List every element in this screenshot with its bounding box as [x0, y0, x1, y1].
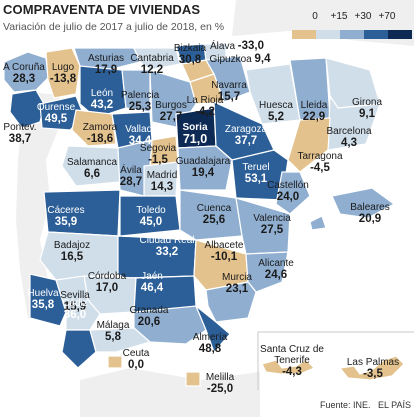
province-ceuta: [107, 355, 123, 369]
legend-break-0: 0: [312, 11, 318, 22]
label-albacete: Albacete -10,1: [204, 240, 244, 263]
canary-inset-frame: [257, 331, 414, 390]
label-badajoz: Badajoz 16,5: [53, 240, 91, 263]
label-zaragoza: Zaragoza 37,7: [224, 124, 268, 147]
legend-swatch-30-70: [364, 30, 388, 39]
label-las-palmas: Las Palmas -3,5: [346, 357, 400, 380]
label-leon: León 43,2: [90, 88, 114, 111]
label-murcia: Murcia 23,1: [221, 272, 253, 295]
label-caceres: Cáceres 35,9: [47, 205, 85, 228]
label-cadiz: Cádiz 36,0: [62, 298, 88, 321]
province-huesca: [245, 63, 301, 125]
label-madrid: Madrid 14,3: [146, 170, 178, 193]
legend-break-30: +30: [354, 11, 372, 22]
legend: 0 +15 +30 +70: [292, 11, 412, 41]
legend-swatch-0-15: [316, 30, 340, 39]
province-a-coruna: [3, 51, 49, 93]
province-sevilla: [55, 275, 101, 331]
province-castellon: [275, 171, 311, 215]
label-a-coruna: A Coruña 28,3: [3, 62, 45, 85]
province-navarra: [205, 55, 251, 103]
label-alava: Álava -33,0: [209, 40, 265, 52]
label-melilla: Melilla -25,0: [205, 372, 235, 395]
label-gipuzkoa: Gipuzkoa 9,4: [209, 53, 271, 65]
label-almeria: Almería 48,8: [192, 332, 228, 355]
label-ceuta: Ceuta 0,0: [122, 348, 150, 371]
province-cadiz: [61, 329, 97, 369]
province-salamanca: [61, 145, 121, 187]
label-bizkaia: Bizkaia 30,8: [173, 43, 207, 66]
label-avila: Ávila 28,7: [119, 165, 143, 188]
label-navarra: Navarra 15,7: [211, 80, 247, 103]
legend-swatch-negative: [292, 30, 316, 39]
label-valencia: Valencia 27,5: [253, 213, 291, 236]
province-santa-cruz-de-tenerife: [261, 359, 316, 375]
label-cuenca: Cuenca 25,6: [196, 203, 232, 226]
map-title: COMPRAVENTA DE VIVIENDAS: [3, 2, 201, 17]
africa-land: [80, 368, 260, 417]
province-asturias: [73, 47, 141, 73]
label-barcelona: Barcelona 4,3: [326, 126, 372, 149]
label-castellon: Castellón 24,0: [267, 180, 309, 203]
label-la-rioja: La Rioja -4,2: [186, 95, 224, 118]
portugal-land: [16, 92, 60, 322]
province-pontevedra: [9, 89, 45, 129]
province-zamora: [71, 109, 117, 147]
label-teruel: Teruel 53,1: [242, 162, 270, 185]
province-leon: [79, 65, 127, 119]
province-baleares: [309, 187, 396, 231]
label-soria: Soria 71,0: [182, 122, 208, 146]
province-alicante: [245, 251, 289, 293]
label-asturias: Asturias 17,9: [87, 53, 125, 76]
legend-swatch-70-plus: [388, 30, 412, 39]
label-cantabria: Cantabria 12,2: [130, 53, 174, 76]
label-huelva: Huelva 35,8: [27, 288, 59, 311]
label-lugo: Lugo -13,8: [49, 62, 77, 85]
label-baleares: Baleares 20,9: [350, 202, 390, 225]
label-salamanca: Salamanca 6,6: [66, 157, 118, 180]
label-lleida: Lleida 22,9: [300, 100, 328, 123]
label-guadalajara: Guadalajara 19,4: [175, 156, 231, 179]
legend-break-70: +70: [378, 11, 396, 22]
map-subtitle: Variación de julio de 2017 a julio de 20…: [3, 21, 225, 33]
label-malaga: Málaga 5,8: [96, 320, 130, 343]
legend-swatch-15-30: [340, 30, 364, 39]
label-toledo: Toledo 45,0: [136, 205, 166, 228]
province-almeria: [195, 305, 231, 354]
province-las-palmas: [338, 355, 405, 381]
label-jaen: Jaén 46,4: [140, 271, 164, 294]
label-alicante: Alicante 24,6: [258, 258, 294, 281]
label-tarragona: Tarragona -4,5: [297, 151, 343, 174]
label-girona: Girona 9,1: [351, 97, 383, 120]
label-santa-cruz-de-tenerife: Santa Cruz de Tenerife -4,3: [260, 344, 324, 378]
label-burgos: Burgos 27,7: [155, 100, 187, 123]
label-sevilla: Sevilla 15,9: [60, 290, 90, 313]
province-lugo: [45, 47, 81, 99]
credit-note: EL PAÍS: [378, 400, 412, 410]
label-zamora: Zamora -18,6: [82, 122, 118, 145]
label-pontevedra: Pontev. 38,7: [3, 122, 37, 145]
label-segovia: Segovia -1,5: [139, 143, 177, 166]
label-huesca: Huesca 5,2: [259, 100, 293, 123]
province-tarragona: [287, 117, 331, 173]
province-murcia: [205, 281, 257, 323]
province-melilla: [185, 371, 201, 387]
label-valladolid: Vallad. 34,4: [125, 124, 155, 147]
label-cordoba: Córdoba 17,0: [87, 271, 127, 294]
label-ciudad-real: Ciudad Real 33,2: [139, 235, 195, 258]
province-cantabria: [133, 47, 181, 71]
legend-break-15: +15: [330, 11, 348, 22]
label-granada: Granada 20,6: [129, 305, 169, 328]
source-note: Fuente: INE.: [320, 400, 371, 410]
province-cuenca: [179, 189, 243, 241]
label-palencia: Palencia 25,3: [120, 90, 160, 113]
province-malaga: [89, 327, 152, 353]
province-huelva: [29, 273, 67, 327]
label-ourense: Ourense 49,5: [36, 102, 76, 125]
province-guadalajara: [177, 145, 233, 191]
